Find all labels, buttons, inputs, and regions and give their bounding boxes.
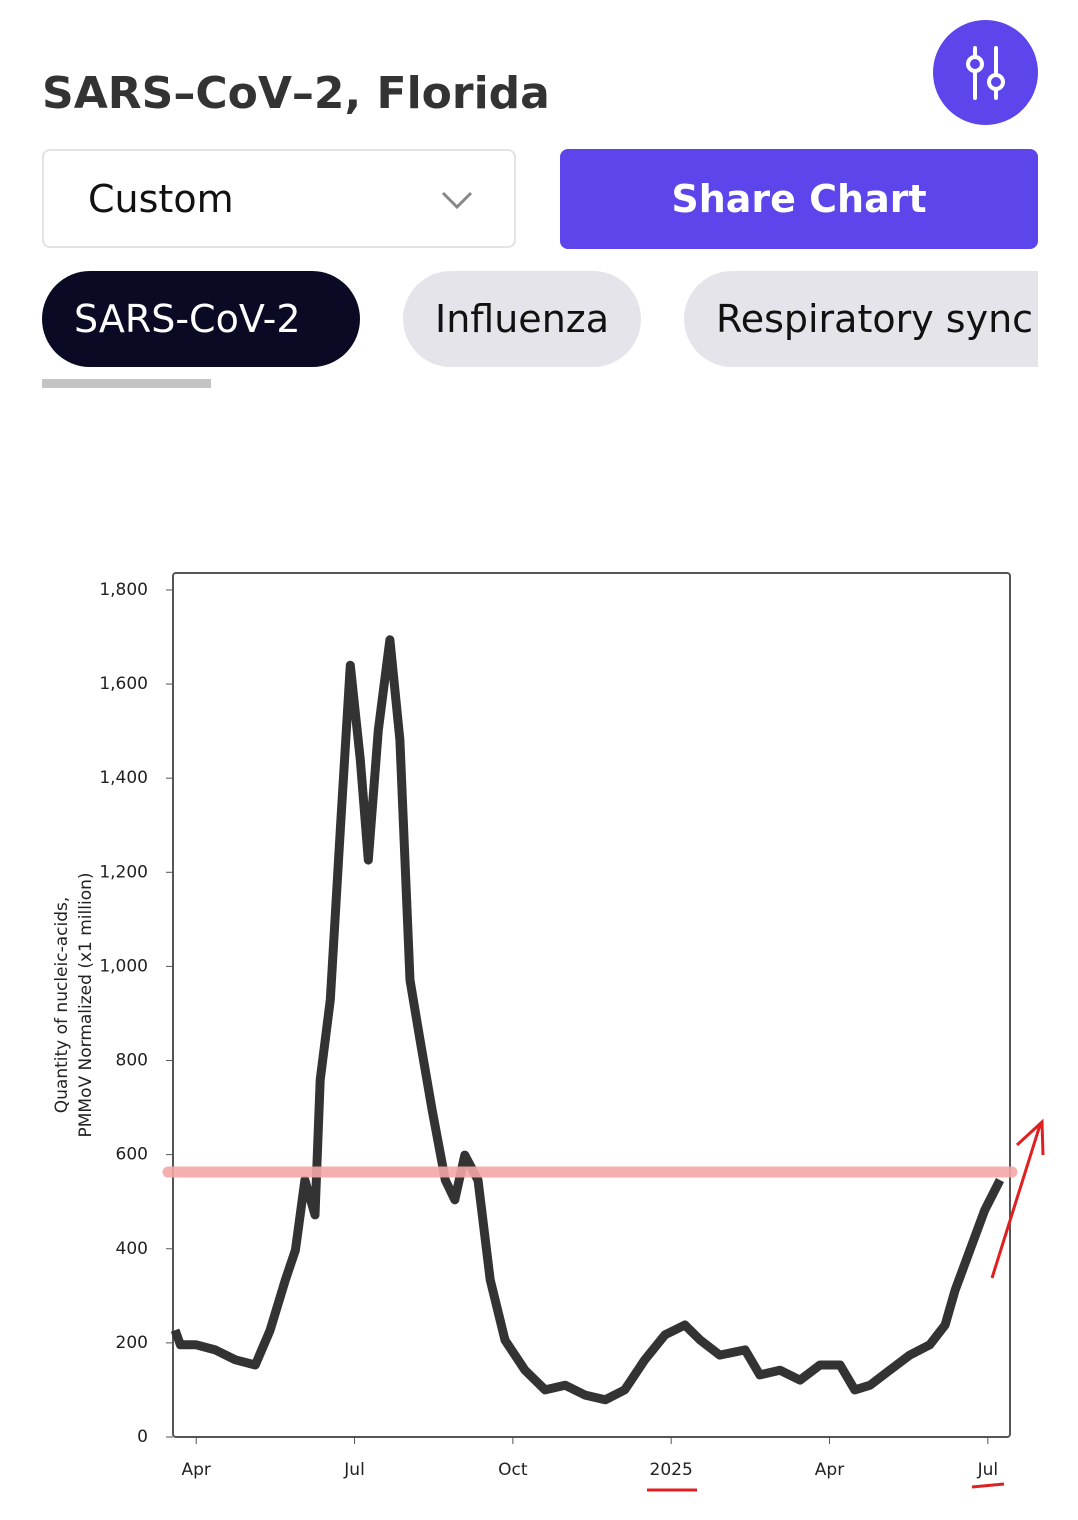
annotation-arrow [990,1118,1045,1279]
y-axis-label-line: Quantity of nucleic-acids, [52,897,72,1113]
y-tick-label: 400 [116,1239,148,1259]
y-tick-label: 0 [137,1427,148,1447]
y-tick-label: 200 [116,1333,148,1353]
tab[interactable]: Influenza [403,271,641,367]
annotation-underline [971,1482,1005,1489]
y-tick-label: 600 [116,1145,148,1165]
data-line [170,635,1005,1405]
y-tick-label: 1,800 [99,580,148,600]
settings-button[interactable] [933,20,1038,125]
dropdown-value: Custom [88,177,234,221]
x-tick-label: Jul [343,1460,365,1480]
y-tick-label: 1,400 [99,768,148,788]
y-tick-label: 800 [116,1051,148,1071]
share-button[interactable]: Share Chart [560,149,1038,249]
settings-icon [966,46,1005,100]
x-tick-label: 2025 [650,1460,693,1480]
y-axis-label: Quantity of nucleic-acids, PMMoV Normaliz… [52,872,96,1137]
scroll-indicator [42,379,211,388]
x-tick-label: Apr [815,1460,844,1480]
plot-frame [172,572,1011,1438]
y-tick-label: 1,600 [99,674,148,694]
x-tick-label: Jul [977,1460,999,1480]
y-tick-label: 1,200 [99,862,148,882]
tab[interactable]: SARS-CoV-2 [42,271,360,367]
y-tick-label: 1,000 [99,956,148,976]
tab[interactable]: Respiratory sync [684,271,1038,367]
range-dropdown[interactable]: Custom [42,149,516,248]
y-axis-label-line: PMMoV Normalized (x1 million) [76,872,96,1137]
chevron [441,191,473,210]
page-title: SARS–CoV–2, Florida [42,68,550,119]
x-tick-label: Apr [182,1460,211,1480]
x-tick-label: Oct [498,1460,528,1480]
